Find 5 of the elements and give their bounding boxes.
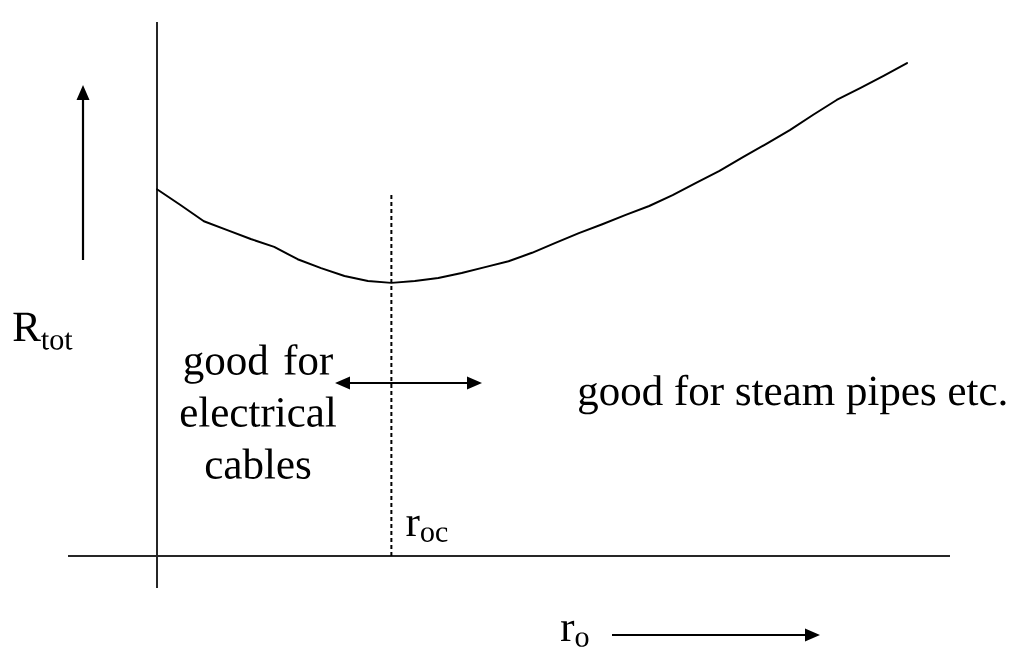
annotation: good for electrical cables [180,344,336,479]
x-axis-title: r$_{o}$ [561,620,589,647]
y-axis-title: R$_{tot}$ [13,312,73,350]
annotation: good for steam pipes etc. [579,374,1006,415]
annotation: r$_{oc}$ [406,515,448,542]
